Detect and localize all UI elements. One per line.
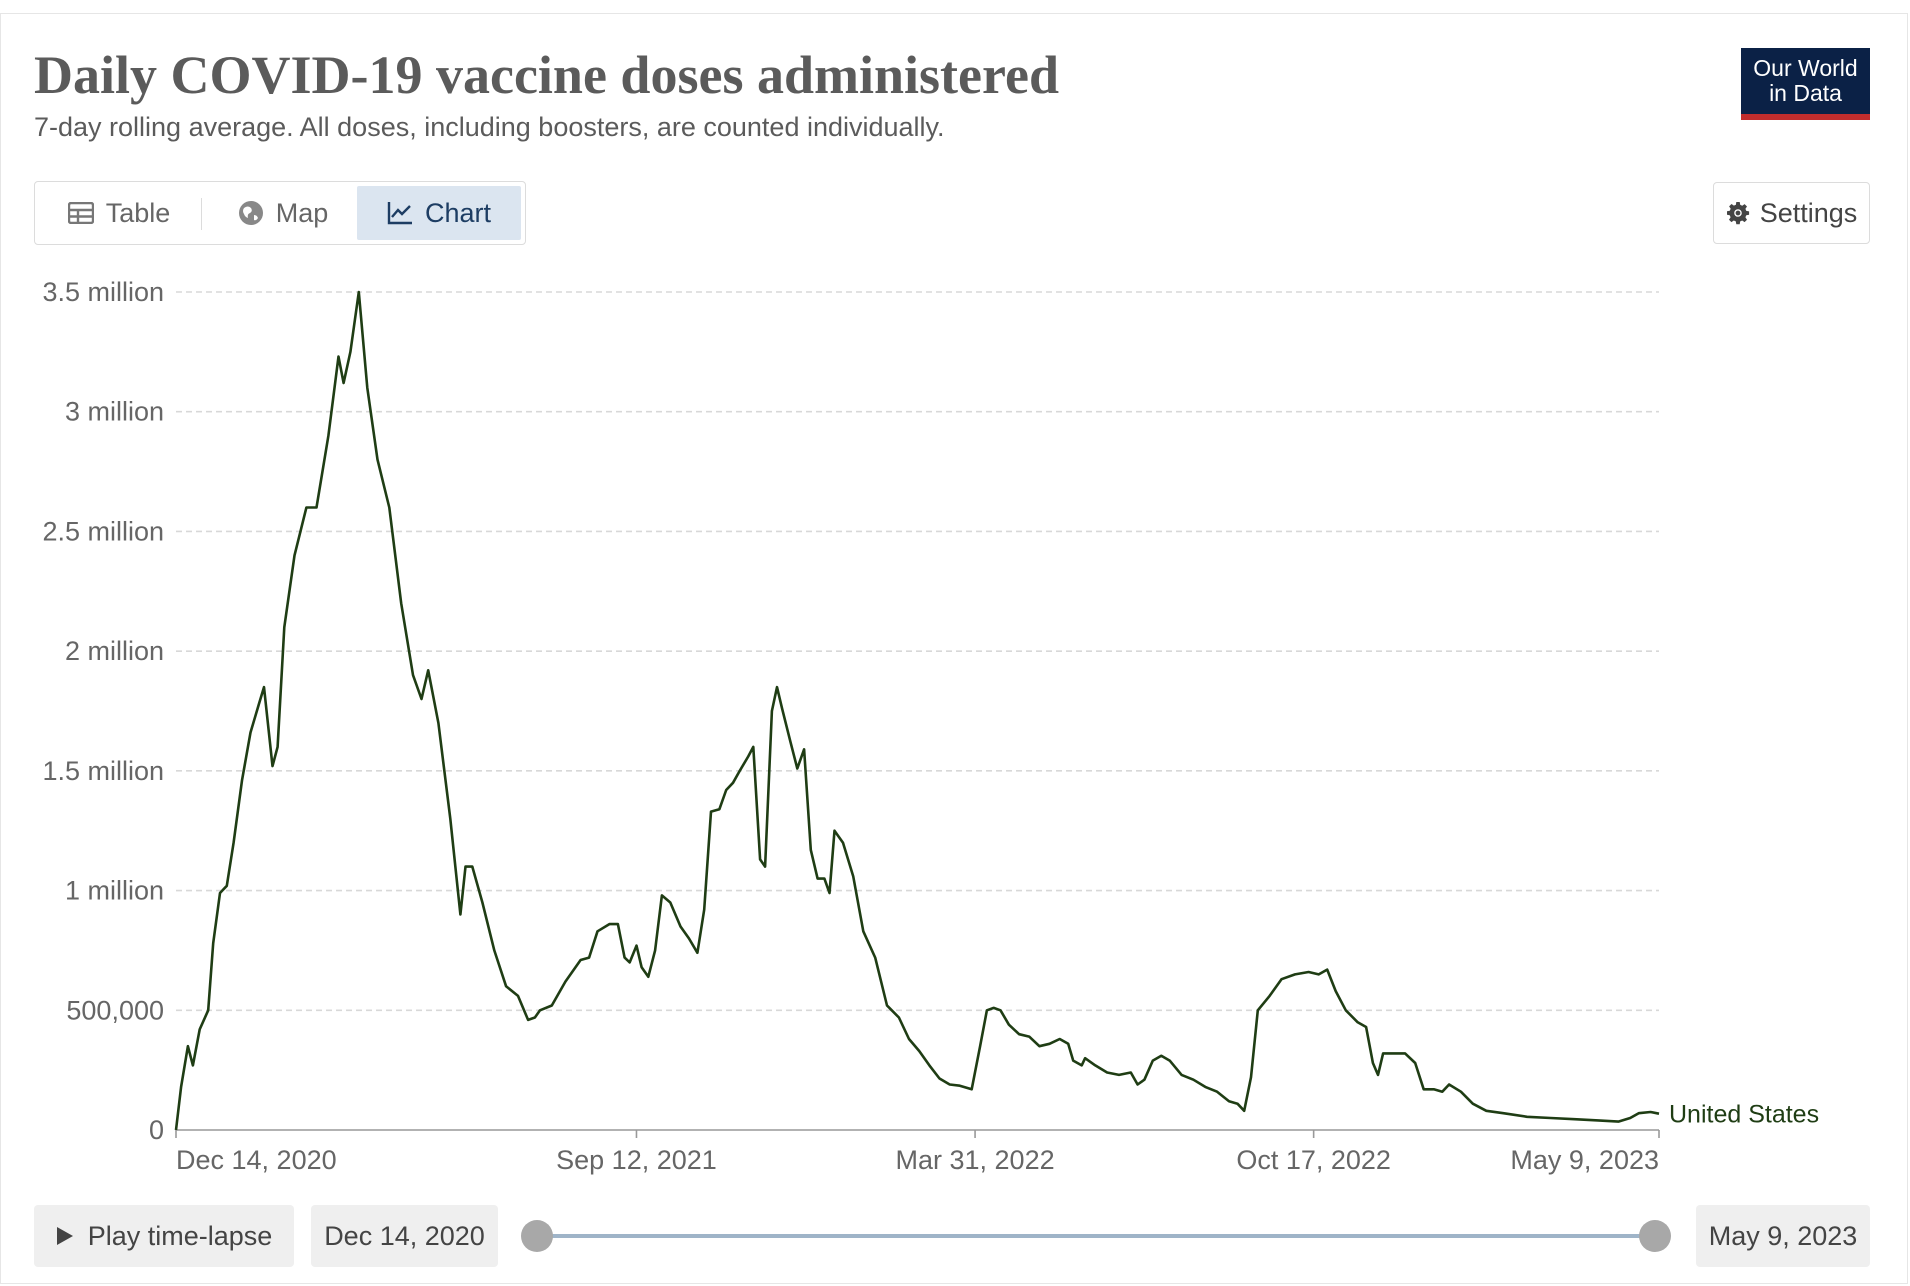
tab-chart[interactable]: Chart bbox=[357, 186, 521, 240]
start-date-label: Dec 14, 2020 bbox=[311, 1205, 498, 1267]
tab-divider bbox=[201, 198, 202, 230]
y-tick-label: 3 million bbox=[65, 397, 164, 427]
series-line-united-states bbox=[174, 290, 1660, 1131]
tab-table[interactable]: Table bbox=[41, 186, 197, 240]
x-tick-label: Sep 12, 2021 bbox=[556, 1145, 717, 1175]
x-tick-label: Oct 17, 2022 bbox=[1236, 1145, 1391, 1175]
tab-table-label: Table bbox=[105, 197, 171, 228]
gear-icon bbox=[1726, 201, 1750, 225]
timeline-end-handle[interactable] bbox=[1639, 1220, 1671, 1252]
y-tick-label: 3.5 million bbox=[42, 277, 164, 307]
y-tick-label: 500,000 bbox=[66, 995, 164, 1025]
owid-logo[interactable]: Our World in Data bbox=[1741, 48, 1870, 120]
y-tick-label: 2 million bbox=[65, 636, 164, 666]
chart-title: Daily COVID-19 vaccine doses administere… bbox=[34, 45, 1059, 105]
play-icon bbox=[56, 1226, 74, 1246]
y-tick-label: 1 million bbox=[65, 876, 164, 906]
end-date-label: May 9, 2023 bbox=[1696, 1205, 1870, 1267]
logo-line-2: in Data bbox=[1769, 80, 1842, 106]
table-icon bbox=[67, 202, 94, 224]
y-tick-label: 2.5 million bbox=[42, 516, 164, 546]
tab-chart-label: Chart bbox=[424, 197, 492, 228]
timeline-slider-track[interactable] bbox=[537, 1234, 1655, 1238]
x-tick-label: Mar 31, 2022 bbox=[896, 1145, 1055, 1175]
tab-map-label: Map bbox=[275, 197, 329, 228]
chart-frame bbox=[0, 13, 1908, 1284]
settings-label: Settings bbox=[1759, 197, 1858, 228]
y-tick-label: 1.5 million bbox=[42, 756, 164, 786]
line-chart-icon bbox=[387, 201, 413, 225]
timeline-start-handle[interactable] bbox=[521, 1220, 553, 1252]
y-tick-label: 0 bbox=[149, 1115, 164, 1145]
play-label: Play time-lapse bbox=[87, 1220, 273, 1251]
chart-subtitle: 7-day rolling average. All doses, includ… bbox=[34, 112, 945, 142]
series-label: United States bbox=[1669, 1101, 1819, 1129]
logo-accent-bar bbox=[1741, 114, 1870, 120]
tab-map[interactable]: Map bbox=[205, 186, 361, 240]
globe-icon bbox=[238, 200, 264, 226]
x-tick-label: May 9, 2023 bbox=[1510, 1145, 1659, 1175]
settings-button[interactable]: Settings bbox=[1713, 182, 1870, 244]
x-tick-label: Dec 14, 2020 bbox=[176, 1145, 337, 1175]
view-tabs: Table Map Chart bbox=[34, 181, 526, 245]
play-timelapse-button[interactable]: Play time-lapse bbox=[34, 1205, 294, 1267]
logo-line-1: Our World bbox=[1753, 55, 1858, 81]
